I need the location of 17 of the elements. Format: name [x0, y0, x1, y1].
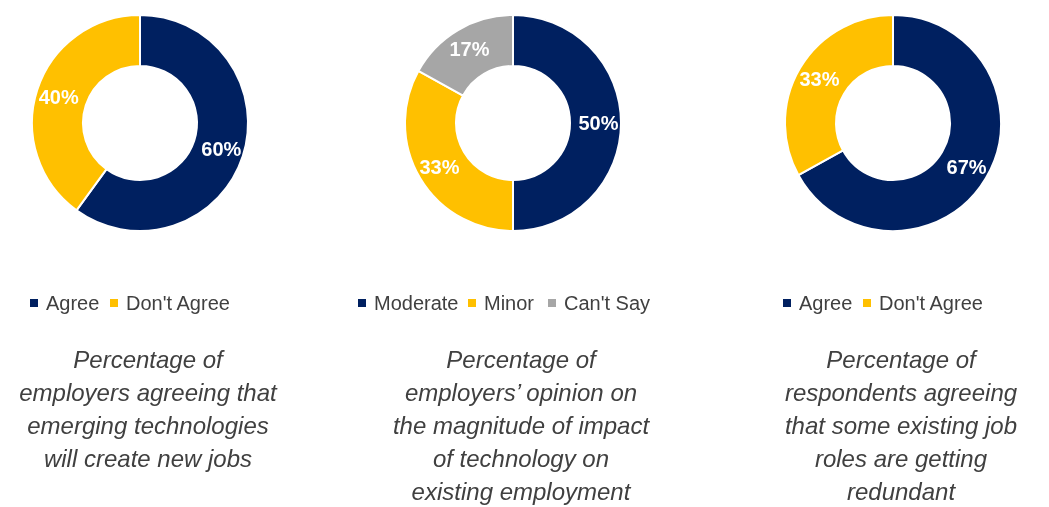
legend-label: Don't Agree	[126, 292, 230, 314]
legend-label: Can't Say	[564, 292, 651, 314]
text: Percentage of employers’ opinion on the magnitude of impact of technology on existing employment	[392, 346, 651, 505]
legend-label: Don't Agree	[879, 292, 983, 314]
data-label: 50%	[578, 112, 619, 134]
data-label: 33%	[419, 155, 460, 178]
legend-label: Moderate	[374, 292, 459, 314]
legend-label: Agree	[799, 292, 853, 314]
text: Percentage of respondents agreeing that some existing job roles are getting redundant	[784, 346, 1018, 505]
data-label: 17%	[449, 38, 490, 61]
data-label: 33%	[799, 68, 840, 91]
text: Percentage of employers agreeing that emerging technologies will create new jobs	[19, 346, 279, 472]
data-label: 60%	[201, 138, 242, 161]
legend-label: Minor	[484, 292, 535, 314]
legend-label: Agree	[46, 292, 100, 314]
data-label: 67%	[946, 155, 987, 178]
data-label: 40%	[38, 85, 79, 108]
